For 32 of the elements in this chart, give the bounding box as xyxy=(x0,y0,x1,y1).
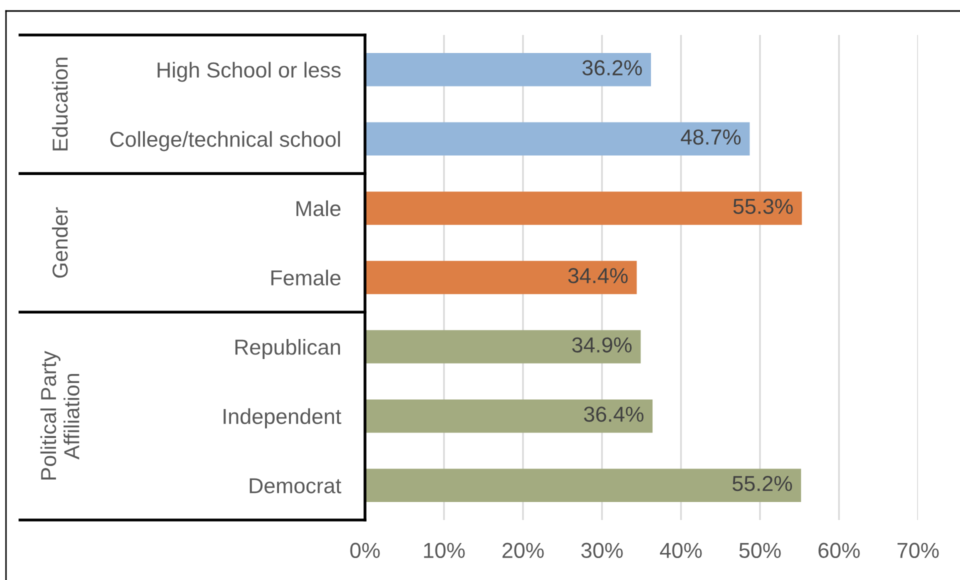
text: Political Party Affiliation xyxy=(40,350,80,480)
x-tick-label: 0% xyxy=(350,542,380,558)
bar xyxy=(365,53,651,86)
y-tick-label: Male xyxy=(296,200,340,216)
text: Education xyxy=(52,58,68,150)
data-label: 55.2% xyxy=(732,476,792,492)
y-tick-label: Female xyxy=(271,270,340,286)
text: Gender xyxy=(52,207,68,278)
bar xyxy=(365,122,750,156)
bar xyxy=(365,468,802,502)
x-tick-label: 70% xyxy=(898,542,939,558)
y-tick-label: Republican xyxy=(235,338,340,360)
data-label: 36.4% xyxy=(584,406,644,422)
x-tick-label: 10% xyxy=(424,542,465,558)
x-tick-label: 50% xyxy=(739,542,781,558)
data-label: 34.9% xyxy=(572,337,632,353)
data-label: 36.2% xyxy=(582,60,642,76)
y-tick-label: Democrat xyxy=(250,478,342,494)
y-tick-label: Independent xyxy=(224,408,342,428)
x-tick-label: 60% xyxy=(818,542,860,558)
data-label: 55.3% xyxy=(733,198,793,214)
bar xyxy=(365,330,641,364)
x-tick-label: 30% xyxy=(581,542,623,558)
y-tick-label: High School or less xyxy=(158,62,341,82)
bar xyxy=(365,260,637,294)
x-tick-label: 20% xyxy=(502,542,544,558)
data-label: 48.7% xyxy=(680,129,741,145)
bar xyxy=(365,192,802,225)
bar xyxy=(365,399,653,433)
y-tick-label: College/technical school xyxy=(110,131,340,152)
x-tick-label: 40% xyxy=(660,542,702,558)
data-label: 34.4% xyxy=(568,268,628,284)
